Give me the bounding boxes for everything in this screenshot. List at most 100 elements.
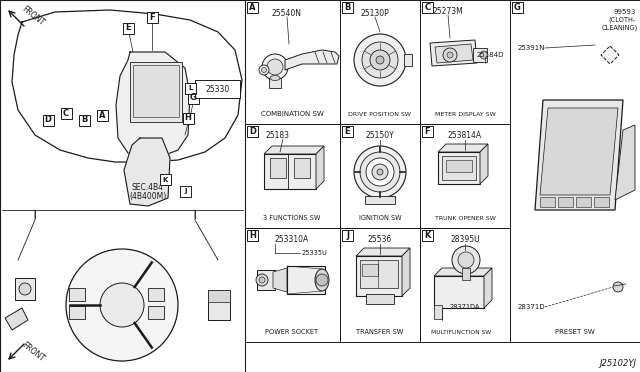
Text: FRONT: FRONT — [20, 4, 46, 28]
Text: 28395U: 28395U — [450, 235, 480, 244]
Ellipse shape — [315, 269, 329, 291]
Text: 253310A: 253310A — [275, 235, 309, 244]
Bar — [362, 264, 378, 276]
Circle shape — [366, 158, 394, 186]
Circle shape — [370, 50, 390, 70]
Bar — [594, 197, 609, 207]
Polygon shape — [356, 248, 410, 256]
Circle shape — [316, 274, 328, 286]
Polygon shape — [480, 144, 488, 184]
Text: 3 FUNCTIONS SW: 3 FUNCTIONS SW — [263, 215, 321, 221]
Bar — [245, 0, 340, 124]
Circle shape — [480, 51, 488, 59]
Bar — [340, 124, 420, 228]
Polygon shape — [434, 268, 492, 276]
Text: DRIVE POSITION SW: DRIVE POSITION SW — [349, 112, 412, 116]
Text: D: D — [45, 115, 51, 125]
Bar — [247, 2, 258, 13]
Text: (4B400M): (4B400M) — [129, 192, 166, 202]
Bar — [42, 115, 54, 125]
Bar — [185, 83, 196, 94]
Bar — [512, 2, 523, 13]
Polygon shape — [615, 125, 635, 200]
Bar — [245, 124, 340, 228]
Circle shape — [377, 169, 383, 175]
Bar — [247, 126, 258, 137]
Text: F: F — [149, 13, 155, 22]
Bar — [365, 196, 395, 204]
Bar — [540, 197, 555, 207]
Bar — [148, 306, 164, 319]
Bar — [180, 186, 191, 197]
Text: 25184D: 25184D — [476, 52, 504, 58]
Bar — [160, 174, 171, 185]
Text: MULTIFUNCTION SW: MULTIFUNCTION SW — [431, 330, 491, 334]
Bar — [182, 112, 193, 124]
Bar — [434, 305, 442, 319]
Text: 28371DA: 28371DA — [450, 304, 480, 310]
Polygon shape — [316, 146, 324, 189]
Bar — [462, 268, 470, 280]
Text: B: B — [344, 3, 351, 12]
Bar — [264, 154, 316, 189]
Circle shape — [613, 282, 623, 292]
Ellipse shape — [270, 76, 280, 80]
Bar — [97, 109, 108, 121]
Bar — [558, 197, 573, 207]
Text: 25183: 25183 — [266, 131, 290, 141]
Text: J: J — [184, 189, 187, 195]
Polygon shape — [273, 268, 287, 292]
Bar — [247, 230, 258, 241]
Circle shape — [354, 146, 406, 198]
Circle shape — [100, 283, 144, 327]
Text: 25150Y: 25150Y — [365, 131, 394, 141]
Bar — [342, 230, 353, 241]
Text: H: H — [184, 113, 191, 122]
Text: A: A — [249, 3, 256, 12]
Circle shape — [362, 42, 398, 78]
Bar — [208, 290, 230, 320]
Text: METER DISPLAY SW: METER DISPLAY SW — [435, 112, 495, 116]
Circle shape — [259, 65, 269, 75]
Text: 25330: 25330 — [206, 84, 230, 93]
Bar — [148, 288, 164, 301]
Bar — [294, 158, 310, 178]
Bar — [340, 228, 420, 342]
Text: 25391N: 25391N — [518, 45, 545, 51]
Text: G: G — [514, 3, 521, 12]
Circle shape — [19, 283, 31, 295]
Text: 253814A: 253814A — [448, 131, 482, 141]
Bar — [420, 228, 510, 342]
Text: 25540N: 25540N — [272, 10, 302, 19]
Text: FRONT: FRONT — [20, 340, 46, 363]
Circle shape — [267, 59, 283, 75]
Circle shape — [354, 34, 406, 86]
Bar — [342, 2, 353, 13]
Bar — [269, 78, 281, 88]
Text: COMBINATION SW: COMBINATION SW — [260, 111, 323, 117]
Text: PRESET SW: PRESET SW — [555, 329, 595, 335]
Polygon shape — [540, 108, 618, 195]
Bar — [133, 65, 179, 117]
Bar — [422, 230, 433, 241]
Text: 25130P: 25130P — [360, 10, 389, 19]
Text: B: B — [81, 115, 87, 125]
Text: 25536: 25536 — [368, 235, 392, 244]
Text: CLEANING): CLEANING) — [602, 25, 638, 31]
Polygon shape — [285, 50, 339, 70]
Bar — [420, 124, 510, 228]
Text: H: H — [249, 231, 256, 240]
Text: A: A — [99, 110, 105, 119]
Text: 99593: 99593 — [614, 9, 636, 15]
Circle shape — [458, 252, 474, 268]
Circle shape — [262, 54, 288, 80]
Bar — [287, 266, 325, 294]
Bar — [195, 80, 240, 98]
Bar — [245, 228, 340, 342]
Text: (CLOTH-: (CLOTH- — [609, 17, 636, 23]
Text: POWER SOCKET: POWER SOCKET — [266, 329, 319, 335]
Bar — [147, 12, 157, 22]
Text: 25335U: 25335U — [302, 250, 328, 256]
Text: SEC.4B4: SEC.4B4 — [132, 183, 164, 192]
Text: J: J — [346, 231, 349, 240]
